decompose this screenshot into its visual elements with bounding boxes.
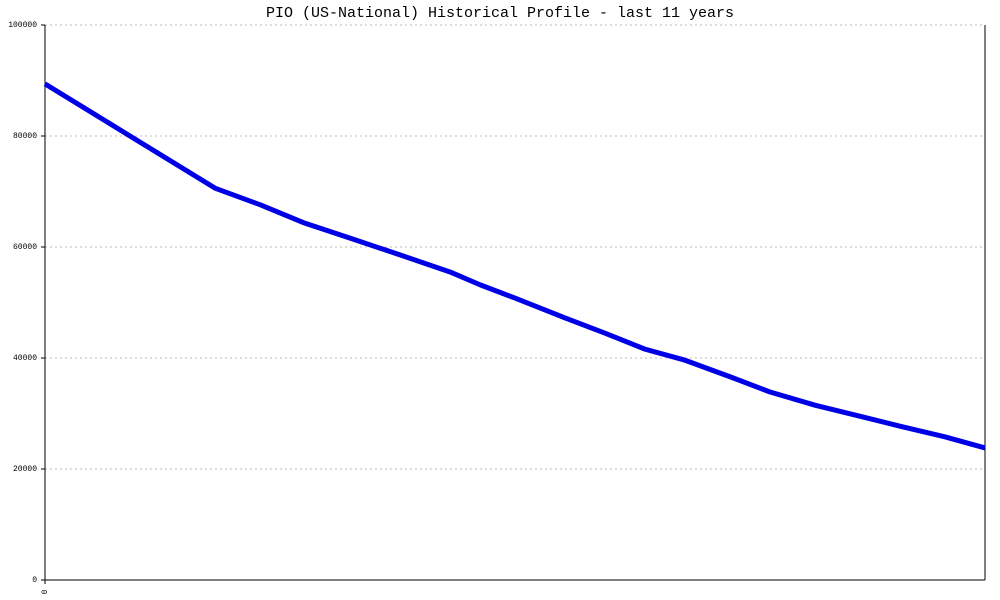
y-tick-label: 0	[32, 576, 37, 585]
y-tick-label: 40000	[13, 354, 37, 363]
chart-title: PIO (US-National) Historical Profile - l…	[266, 5, 734, 22]
data-line	[43, 81, 986, 451]
y-tick-label: 80000	[13, 132, 37, 141]
y-tick-label: 20000	[13, 465, 37, 474]
x-tick-label: 0	[41, 589, 50, 594]
y-tick-label: 60000	[13, 243, 37, 252]
y-tick-label: 100000	[8, 21, 37, 30]
